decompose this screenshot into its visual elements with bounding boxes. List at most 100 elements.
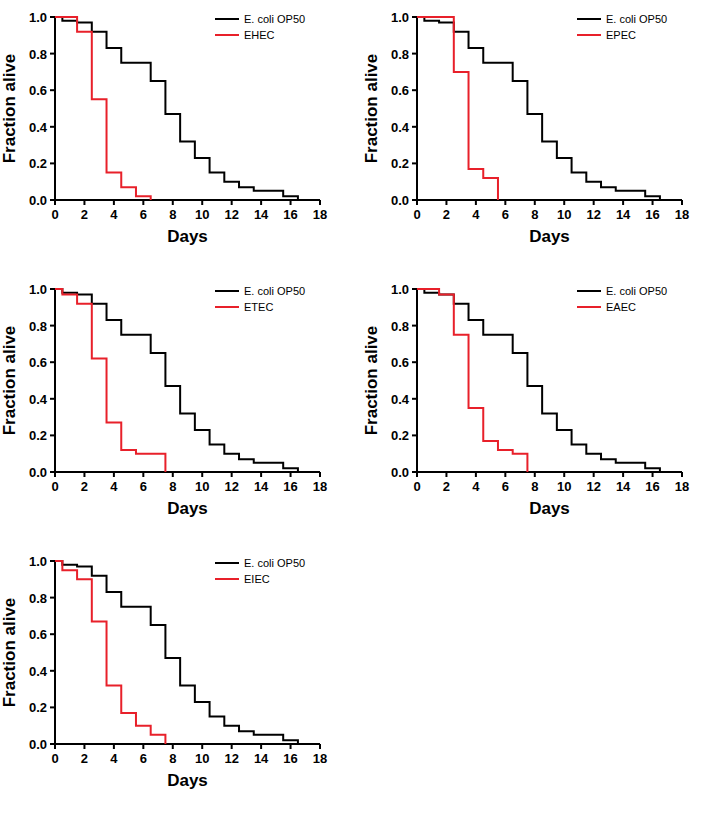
- y-tick-label: 0.0: [29, 465, 47, 480]
- y-tick: [50, 199, 55, 201]
- y-tick: [412, 471, 417, 473]
- y-tick: [50, 743, 55, 745]
- x-tick: [652, 472, 654, 477]
- x-tick-label: 0: [413, 479, 420, 494]
- x-tick: [113, 200, 115, 205]
- survival-line: [417, 17, 498, 200]
- y-tick-label: 0.0: [391, 193, 409, 208]
- legend-swatch: [577, 306, 601, 308]
- x-axis: [55, 743, 320, 745]
- survival-line: [417, 17, 667, 200]
- x-tick: [563, 200, 565, 205]
- y-tick: [50, 471, 55, 473]
- x-tick-label: 2: [443, 479, 450, 494]
- y-tick-label: 0.6: [391, 355, 409, 370]
- y-tick-label: 0.0: [29, 193, 47, 208]
- y-tick: [50, 162, 55, 164]
- panel: 0246810121416180.00.20.40.60.81.0DaysFra…: [0, 10, 327, 246]
- x-tick: [652, 200, 654, 205]
- x-tick: [83, 744, 85, 749]
- panel: 0246810121416180.00.20.40.60.81.0DaysFra…: [0, 282, 327, 518]
- x-tick: [113, 744, 115, 749]
- x-tick: [534, 200, 536, 205]
- y-tick: [412, 288, 417, 290]
- y-axis-label: Fraction alive: [362, 326, 381, 436]
- y-axis: [54, 289, 56, 472]
- x-tick-label: 2: [81, 479, 88, 494]
- y-axis: [416, 289, 418, 472]
- x-tick-label: 14: [616, 207, 631, 222]
- y-tick-label: 0.8: [29, 47, 47, 62]
- y-tick-label: 0.6: [29, 83, 47, 98]
- x-tick: [290, 472, 292, 477]
- series-group: [55, 17, 305, 200]
- y-tick-label: 0.0: [29, 737, 47, 752]
- x-tick-label: 10: [195, 751, 209, 766]
- x-tick-label: 18: [675, 479, 689, 494]
- x-axis: [55, 199, 320, 201]
- legend-swatch: [215, 34, 239, 36]
- y-tick-label: 0.0: [391, 465, 409, 480]
- x-tick-label: 0: [413, 207, 420, 222]
- y-tick: [50, 325, 55, 327]
- x-tick: [319, 200, 321, 205]
- x-tick-label: 18: [313, 751, 327, 766]
- legend-swatch: [215, 562, 239, 564]
- survival-line: [417, 289, 667, 472]
- x-tick: [201, 200, 203, 205]
- x-tick-label: 16: [283, 207, 297, 222]
- x-tick-label: 10: [195, 479, 209, 494]
- x-tick: [113, 472, 115, 477]
- x-tick: [475, 472, 477, 477]
- y-axis-label: Fraction alive: [0, 326, 19, 436]
- legend-label: E. coli OP50: [606, 13, 667, 25]
- y-tick-label: 0.4: [391, 392, 410, 407]
- x-axis-label: Days: [529, 227, 570, 246]
- y-axis-label: Fraction alive: [362, 54, 381, 164]
- x-tick: [319, 472, 321, 477]
- x-tick-label: 4: [472, 479, 480, 494]
- panel: 0246810121416180.00.20.40.60.81.0DaysFra…: [362, 282, 689, 518]
- y-tick-label: 1.0: [29, 554, 47, 569]
- y-tick-label: 1.0: [29, 282, 47, 297]
- y-tick-label: 1.0: [29, 10, 47, 25]
- series-group: [417, 289, 667, 472]
- x-tick-label: 16: [283, 751, 297, 766]
- legend-label: E. coli OP50: [244, 13, 305, 25]
- series-group: [417, 17, 667, 200]
- x-tick-label: 6: [140, 207, 147, 222]
- y-tick: [412, 162, 417, 164]
- x-tick-label: 14: [616, 479, 631, 494]
- y-tick: [50, 560, 55, 562]
- y-axis-label: Fraction alive: [0, 54, 19, 164]
- x-tick: [534, 472, 536, 477]
- x-tick-label: 18: [313, 207, 327, 222]
- x-axis-label: Days: [167, 227, 208, 246]
- figure: 0246810121416180.00.20.40.60.81.0DaysFra…: [0, 0, 717, 829]
- x-tick-label: 10: [557, 207, 571, 222]
- y-tick-label: 0.2: [29, 156, 47, 171]
- y-tick: [50, 53, 55, 55]
- y-tick: [50, 361, 55, 363]
- y-axis-label: Fraction alive: [0, 598, 19, 708]
- x-tick: [231, 472, 233, 477]
- legend-label: EIEC: [244, 573, 270, 585]
- x-tick-label: 10: [195, 207, 209, 222]
- x-tick: [475, 200, 477, 205]
- y-tick-label: 0.4: [29, 120, 48, 135]
- x-tick-label: 8: [169, 479, 176, 494]
- x-tick: [201, 472, 203, 477]
- x-tick-label: 8: [531, 207, 538, 222]
- x-tick: [445, 472, 447, 477]
- y-tick: [50, 126, 55, 128]
- legend-swatch: [577, 290, 601, 292]
- y-tick-label: 0.8: [391, 47, 409, 62]
- x-axis-label: Days: [529, 499, 570, 518]
- legend-swatch: [215, 306, 239, 308]
- x-tick-label: 14: [254, 751, 269, 766]
- survival-line: [55, 17, 305, 200]
- y-tick-label: 0.6: [29, 355, 47, 370]
- panel: 0246810121416180.00.20.40.60.81.0DaysFra…: [0, 554, 327, 790]
- x-tick-label: 4: [110, 751, 118, 766]
- legend-label: E. coli OP50: [606, 285, 667, 297]
